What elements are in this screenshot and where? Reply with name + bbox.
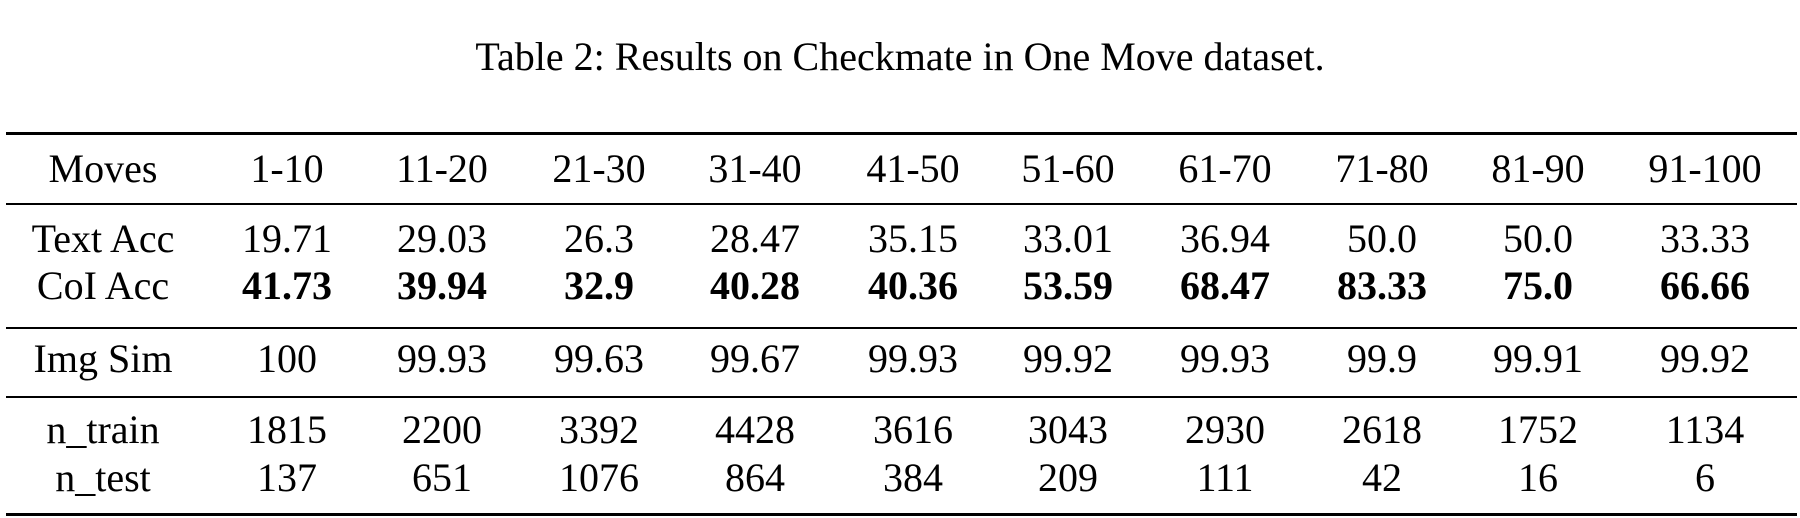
data-cell: 2200 bbox=[402, 407, 482, 452]
data-cell: 99.92 bbox=[1660, 336, 1750, 381]
data-cell: 99.67 bbox=[710, 336, 800, 381]
data-cell: 100 bbox=[257, 336, 317, 381]
caption: Table 2: Results on Checkmate in One Mov… bbox=[475, 34, 1325, 79]
data-cell: 42 bbox=[1362, 455, 1402, 500]
row-label: n_train bbox=[46, 407, 160, 452]
table-rule bbox=[6, 513, 1797, 516]
data-cell: 864 bbox=[725, 455, 785, 500]
data-cell: 83.33 bbox=[1337, 263, 1427, 308]
data-cell: 6 bbox=[1695, 455, 1715, 500]
data-cell: 209 bbox=[1038, 455, 1098, 500]
table-rule bbox=[6, 327, 1797, 329]
data-cell: 33.01 bbox=[1023, 216, 1113, 261]
header-cell: 51-60 bbox=[1021, 146, 1115, 191]
table-rule bbox=[6, 396, 1797, 398]
data-cell: 1752 bbox=[1498, 407, 1578, 452]
row-label: CoI Acc bbox=[36, 263, 170, 308]
data-cell: 16 bbox=[1518, 455, 1558, 500]
data-cell: 26.3 bbox=[564, 216, 634, 261]
data-cell: 28.47 bbox=[710, 216, 800, 261]
data-cell: 384 bbox=[883, 455, 943, 500]
data-cell: 33.33 bbox=[1660, 216, 1750, 261]
data-cell: 39.94 bbox=[397, 263, 487, 308]
header-cell: 91-100 bbox=[1648, 146, 1762, 191]
row-label: Text Acc bbox=[31, 216, 175, 261]
header-cell: 31-40 bbox=[708, 146, 802, 191]
data-cell: 99.92 bbox=[1023, 336, 1113, 381]
header-cell: 81-90 bbox=[1491, 146, 1585, 191]
data-cell: 99.93 bbox=[1180, 336, 1270, 381]
data-cell: 4428 bbox=[715, 407, 795, 452]
data-cell: 53.59 bbox=[1023, 263, 1113, 308]
data-cell: 36.94 bbox=[1180, 216, 1270, 261]
header-cell: 41-50 bbox=[866, 146, 960, 191]
header-label: Moves bbox=[48, 146, 158, 191]
data-cell: 3043 bbox=[1028, 407, 1108, 452]
data-cell: 137 bbox=[257, 455, 317, 500]
data-cell: 2618 bbox=[1342, 407, 1422, 452]
data-cell: 50.0 bbox=[1503, 216, 1573, 261]
data-cell: 651 bbox=[412, 455, 472, 500]
data-cell: 99.63 bbox=[554, 336, 644, 381]
data-cell: 66.66 bbox=[1660, 263, 1750, 308]
data-cell: 32.9 bbox=[564, 263, 634, 308]
header-cell: 61-70 bbox=[1178, 146, 1272, 191]
data-cell: 3392 bbox=[559, 407, 639, 452]
data-cell: 2930 bbox=[1185, 407, 1265, 452]
header-cell: 1-10 bbox=[250, 146, 324, 191]
data-cell: 3616 bbox=[873, 407, 953, 452]
data-cell: 29.03 bbox=[397, 216, 487, 261]
header-cell: 71-80 bbox=[1335, 146, 1429, 191]
table-rule bbox=[6, 132, 1797, 135]
header-cell: 21-30 bbox=[552, 146, 646, 191]
data-cell: 1134 bbox=[1665, 407, 1745, 452]
data-cell: 99.93 bbox=[397, 336, 487, 381]
data-cell: 19.71 bbox=[242, 216, 332, 261]
data-cell: 68.47 bbox=[1180, 263, 1270, 308]
data-cell: 41.73 bbox=[242, 263, 332, 308]
data-cell: 35.15 bbox=[868, 216, 958, 261]
header-cell: 11-20 bbox=[396, 146, 488, 191]
data-cell: 75.0 bbox=[1503, 263, 1573, 308]
data-cell: 1815 bbox=[247, 407, 327, 452]
row-label: n_test bbox=[55, 455, 151, 500]
row-label: Img Sim bbox=[33, 336, 173, 381]
data-cell: 40.28 bbox=[710, 263, 800, 308]
data-cell: 1076 bbox=[559, 455, 639, 500]
data-cell: 40.36 bbox=[868, 263, 958, 308]
data-cell: 99.91 bbox=[1493, 336, 1583, 381]
data-cell: 99.9 bbox=[1347, 336, 1417, 381]
data-cell: 99.93 bbox=[868, 336, 958, 381]
data-cell: 50.0 bbox=[1347, 216, 1417, 261]
table-rule bbox=[6, 203, 1797, 205]
data-cell: 111 bbox=[1196, 455, 1254, 500]
